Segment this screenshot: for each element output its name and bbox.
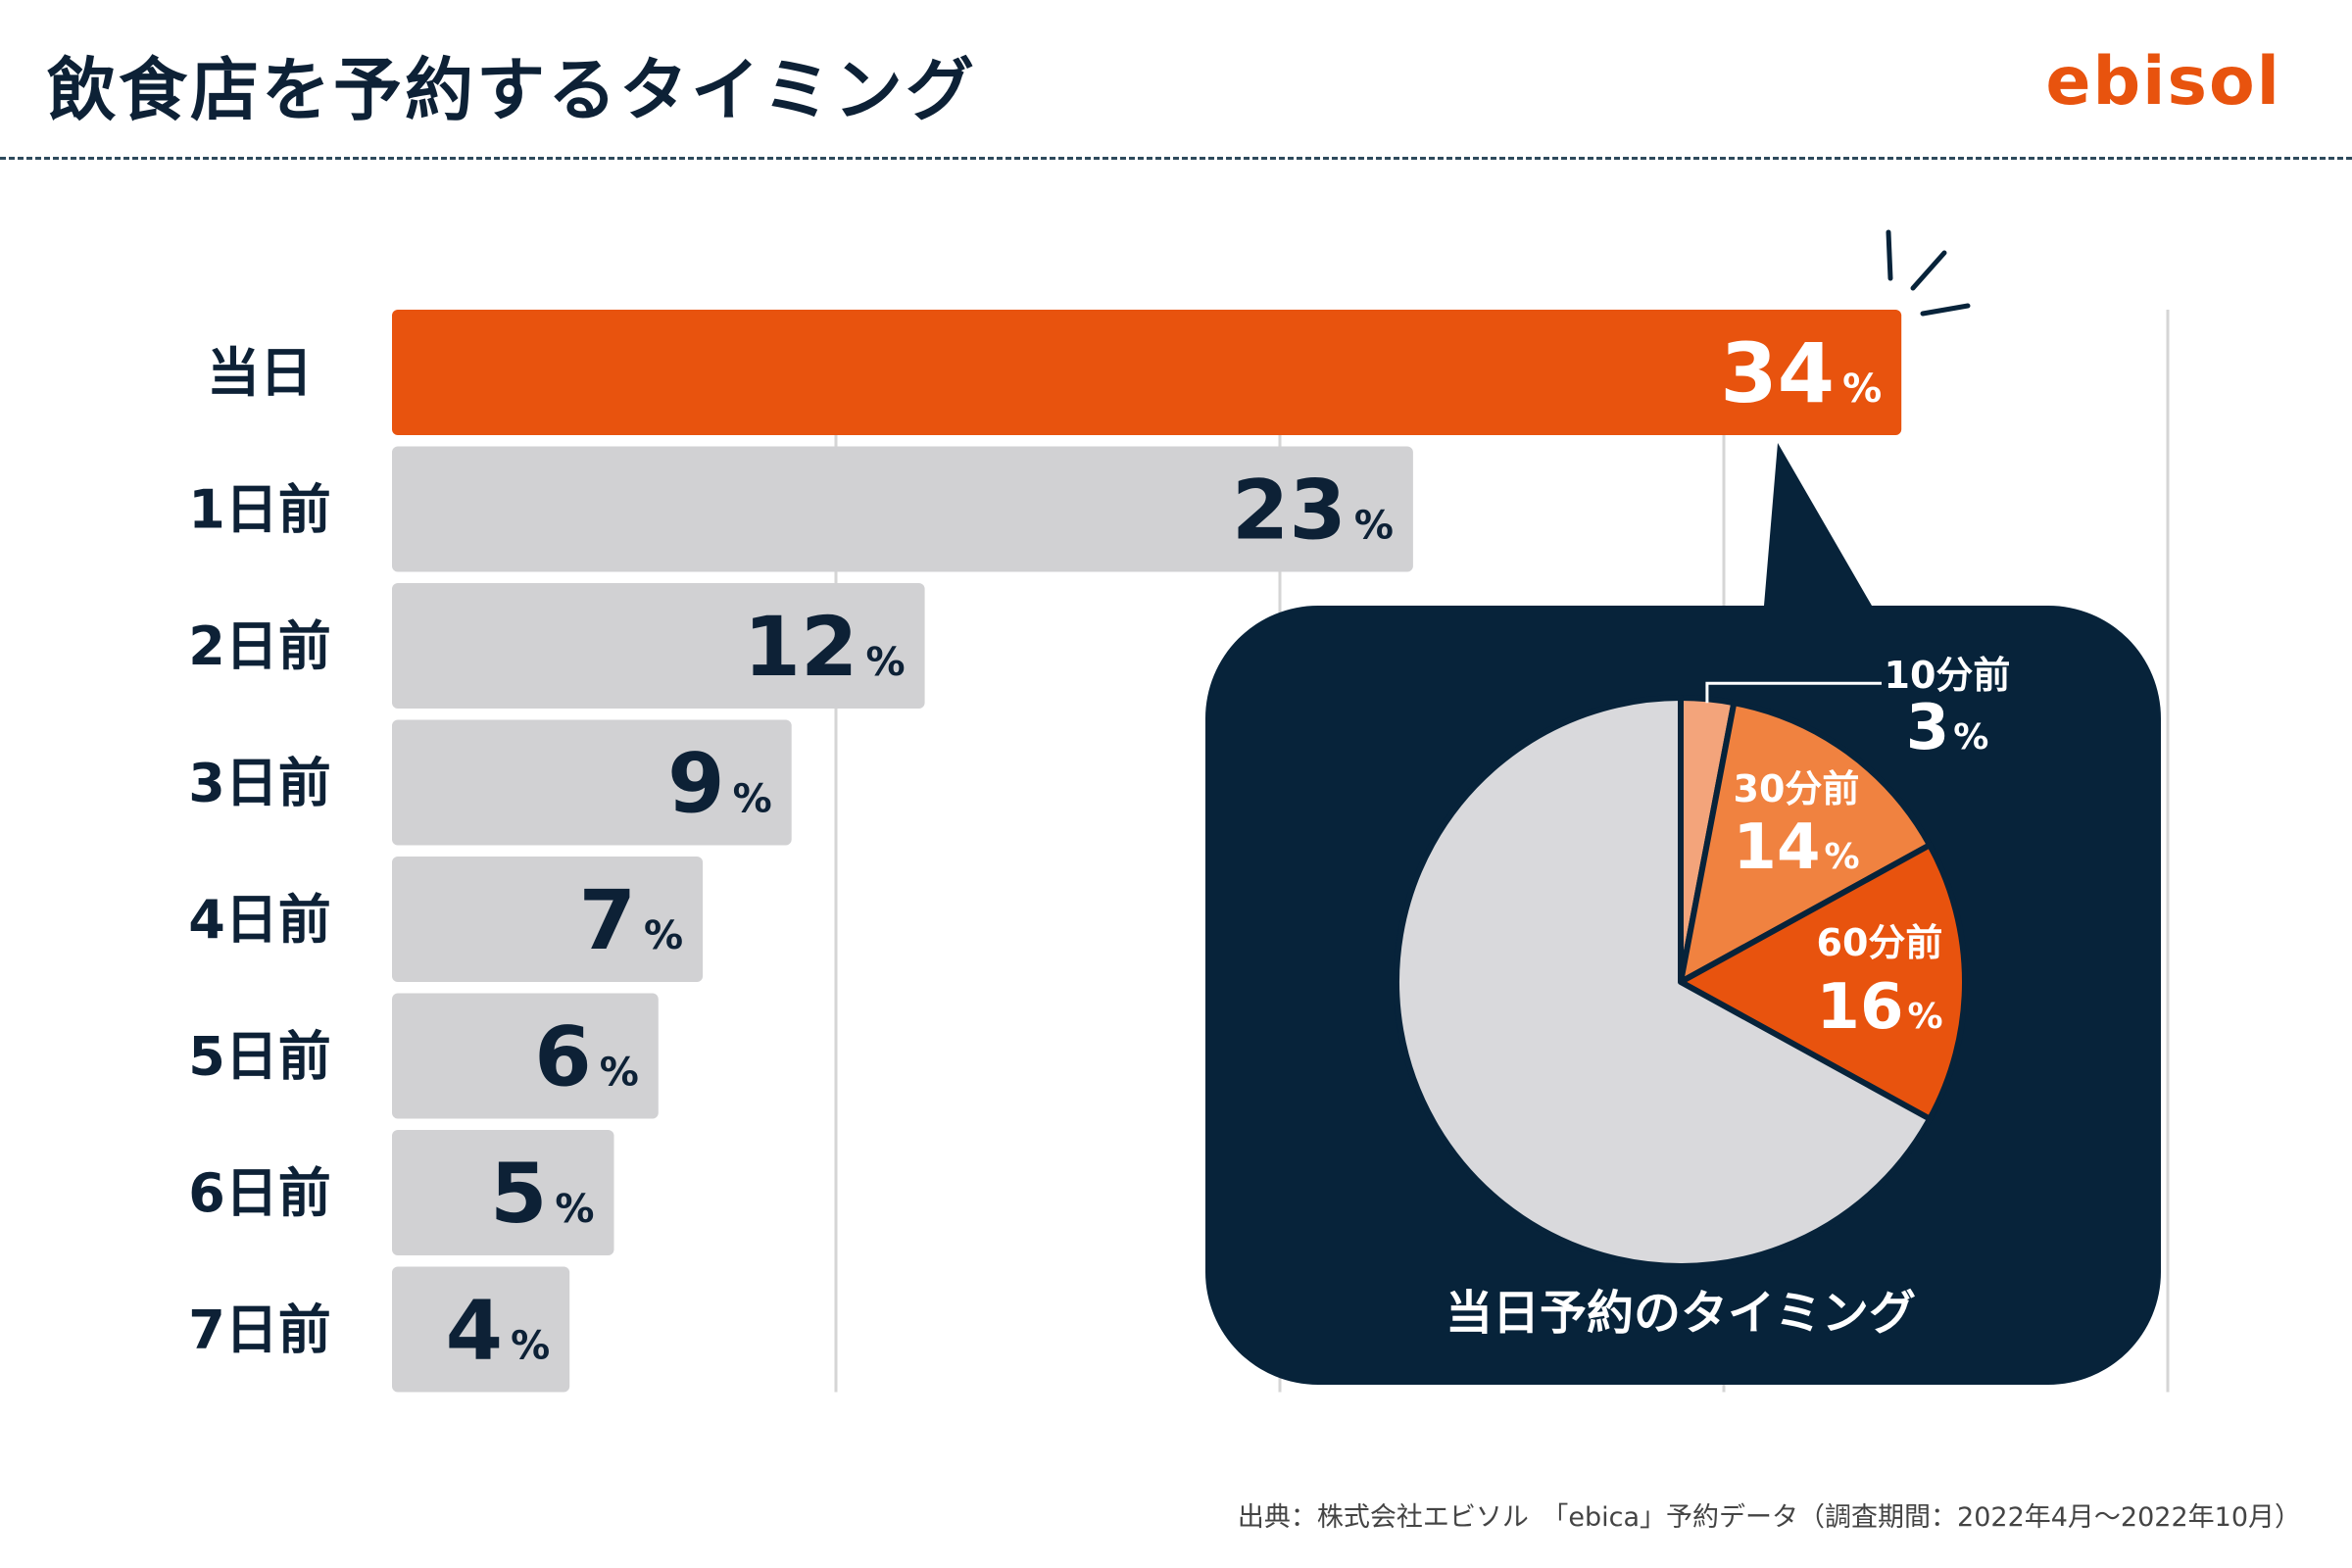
pie-slice-1 xyxy=(1678,700,1934,985)
pie-slice-value: 16% xyxy=(1816,971,1942,1044)
value-number: 12 xyxy=(744,599,858,695)
value-unit: % xyxy=(600,1051,639,1096)
bar-0 xyxy=(392,310,1902,435)
burst-line xyxy=(1886,229,1893,281)
bar-value-label: 9% xyxy=(667,736,772,832)
pie-value-number: 14 xyxy=(1733,811,1820,884)
bar-value-label: 4% xyxy=(446,1283,551,1379)
value-number: 4 xyxy=(446,1283,503,1379)
value-number: 6 xyxy=(534,1009,591,1105)
pie-value-number: 16 xyxy=(1816,971,1903,1044)
bar-value-label: 12% xyxy=(744,599,906,695)
value-number: 7 xyxy=(579,872,636,968)
bar-3 xyxy=(392,719,792,846)
pie-title: 当日予約のタイミング xyxy=(1446,1286,1916,1341)
category-label: 2日前 xyxy=(188,615,331,677)
pie-slice-2 xyxy=(1678,842,1968,1122)
value-number: 9 xyxy=(667,736,724,832)
category-label: 6日前 xyxy=(188,1162,331,1224)
burst-line xyxy=(1920,303,1971,317)
source-note: 出典：株式会社エビソル 「ebica」予約データ（調査期間：2022年4月〜20… xyxy=(1237,1502,2301,1533)
value-unit: % xyxy=(866,640,906,685)
pie-value-unit: % xyxy=(1824,837,1859,877)
bar-5 xyxy=(392,993,659,1119)
pie-slice-value: 14% xyxy=(1733,811,1859,884)
bar-value-label: 6% xyxy=(534,1009,639,1105)
page-title: 飲食店を予約するタイミング xyxy=(47,50,977,130)
value-number: 5 xyxy=(490,1146,547,1242)
bar-6 xyxy=(392,1130,614,1255)
value-unit: % xyxy=(733,777,772,822)
burst-line xyxy=(1910,250,1947,291)
pie-value-unit: % xyxy=(1907,997,1942,1037)
value-unit: % xyxy=(555,1187,594,1232)
value-unit: % xyxy=(1842,367,1882,412)
category-label: 1日前 xyxy=(188,479,331,541)
header-divider xyxy=(0,157,2352,160)
category-label: 4日前 xyxy=(188,889,331,951)
pie-leader-line xyxy=(1705,681,1882,704)
bar-value-label: 7% xyxy=(579,872,684,968)
value-unit: % xyxy=(511,1324,550,1369)
bar-value-label: 34% xyxy=(1720,325,1882,421)
value-unit: % xyxy=(644,913,683,958)
category-label: 当日 xyxy=(207,342,313,404)
pie-slice-name: 60分前 xyxy=(1817,921,1943,964)
pie-slice-3 xyxy=(1394,695,1934,1269)
pie-label: 60分前 16% xyxy=(1816,921,1942,1044)
pie-value-number: 3 xyxy=(1906,692,1950,764)
pie-slice-value: 3% xyxy=(1906,692,1989,764)
ebisol-logo: ebisol xyxy=(2045,43,2281,121)
bar-value-label: 5% xyxy=(490,1146,595,1242)
bar-1 xyxy=(392,446,1413,572)
category-label: 7日前 xyxy=(188,1299,331,1361)
bar-2 xyxy=(392,583,925,709)
category-label: 3日前 xyxy=(188,753,331,814)
value-unit: % xyxy=(1354,504,1394,549)
bar-7 xyxy=(392,1266,570,1393)
value-number: 23 xyxy=(1232,463,1347,559)
bar-4 xyxy=(392,857,704,982)
category-label: 5日前 xyxy=(188,1026,331,1088)
pie-value-unit: % xyxy=(1953,717,1988,758)
pie-slice-name: 10分前 xyxy=(1885,654,2011,697)
value-number: 34 xyxy=(1720,325,1835,421)
bar-value-label: 23% xyxy=(1232,463,1394,559)
pie-slice-name: 30分前 xyxy=(1734,767,1860,810)
